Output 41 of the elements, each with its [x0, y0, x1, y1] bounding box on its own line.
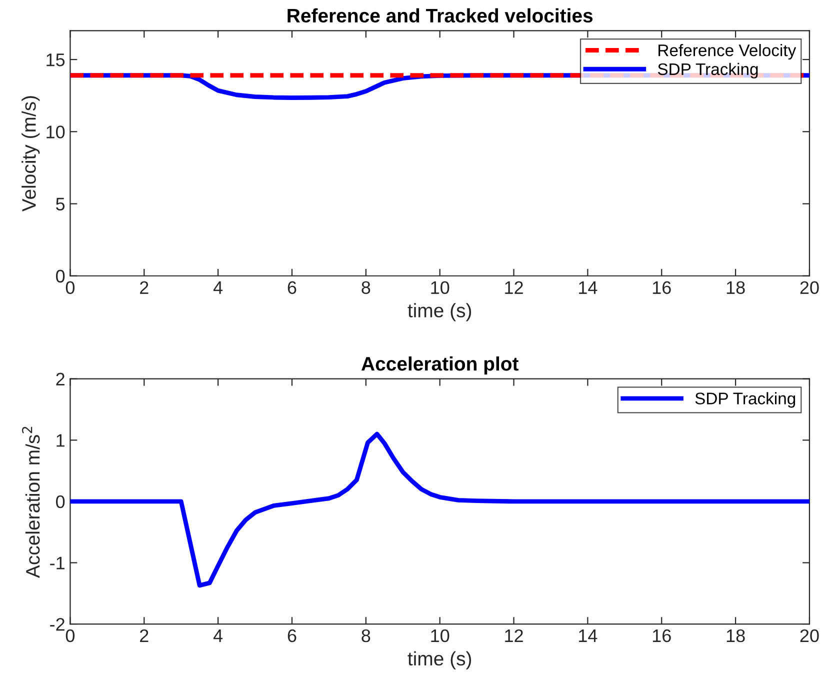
chart-title: Acceleration plot — [361, 356, 518, 375]
x-tick-label: 12 — [505, 281, 523, 294]
y-tick-label: -2 — [50, 618, 64, 631]
x-tick-label: 10 — [431, 629, 450, 642]
x-tick-label: 18 — [726, 281, 745, 294]
x-axis-title: time (s) — [408, 303, 472, 322]
x-axis-title: time (s) — [408, 651, 472, 670]
x-tick-label: 16 — [652, 281, 671, 294]
legend-label: SDP Tracking — [658, 62, 758, 78]
legend-label: Reference Velocity — [658, 44, 796, 60]
x-tick-label: 4 — [213, 630, 223, 642]
x-tick-label: 8 — [362, 629, 370, 642]
x-tick-label: 8 — [362, 281, 370, 294]
y-tick-label: 15 — [46, 54, 65, 66]
y-tick-label: 5 — [56, 198, 65, 210]
y-tick-label: 10 — [46, 126, 65, 138]
x-tick-label: 12 — [505, 629, 523, 642]
y-axis-title: Velocity (m/s) — [22, 96, 40, 212]
x-tick-label: 6 — [288, 629, 296, 642]
x-tick-label: 2 — [140, 629, 148, 642]
x-tick-label: 20 — [800, 629, 819, 642]
x-tick-label: 14 — [579, 630, 598, 642]
y-tick-label: 1 — [56, 434, 64, 447]
x-tick-label: 4 — [213, 281, 223, 294]
x-tick-label: 2 — [140, 281, 148, 294]
y-tick-label: 0 — [56, 495, 65, 508]
x-tick-label: 18 — [726, 629, 745, 642]
line-series — [70, 432, 810, 588]
y-tick-label: 0 — [56, 270, 65, 283]
x-tick-label: 20 — [800, 281, 819, 294]
chart-title: Reference and Tracked velocities — [288, 8, 593, 23]
x-tick-label: 10 — [431, 281, 450, 294]
x-tick-label: 14 — [579, 281, 598, 294]
y-tick-label: 2 — [56, 372, 64, 386]
x-tick-label: 0 — [66, 629, 75, 642]
x-tick-label: 16 — [652, 629, 671, 642]
x-tick-label: 0 — [66, 281, 75, 294]
y-tick-label: -1 — [50, 556, 64, 570]
x-tick-label: 6 — [288, 281, 296, 294]
legend-label: SDP Tracking — [695, 392, 796, 408]
y-axis-title: Acceleration m/s$^{2}$ — [22, 426, 40, 578]
